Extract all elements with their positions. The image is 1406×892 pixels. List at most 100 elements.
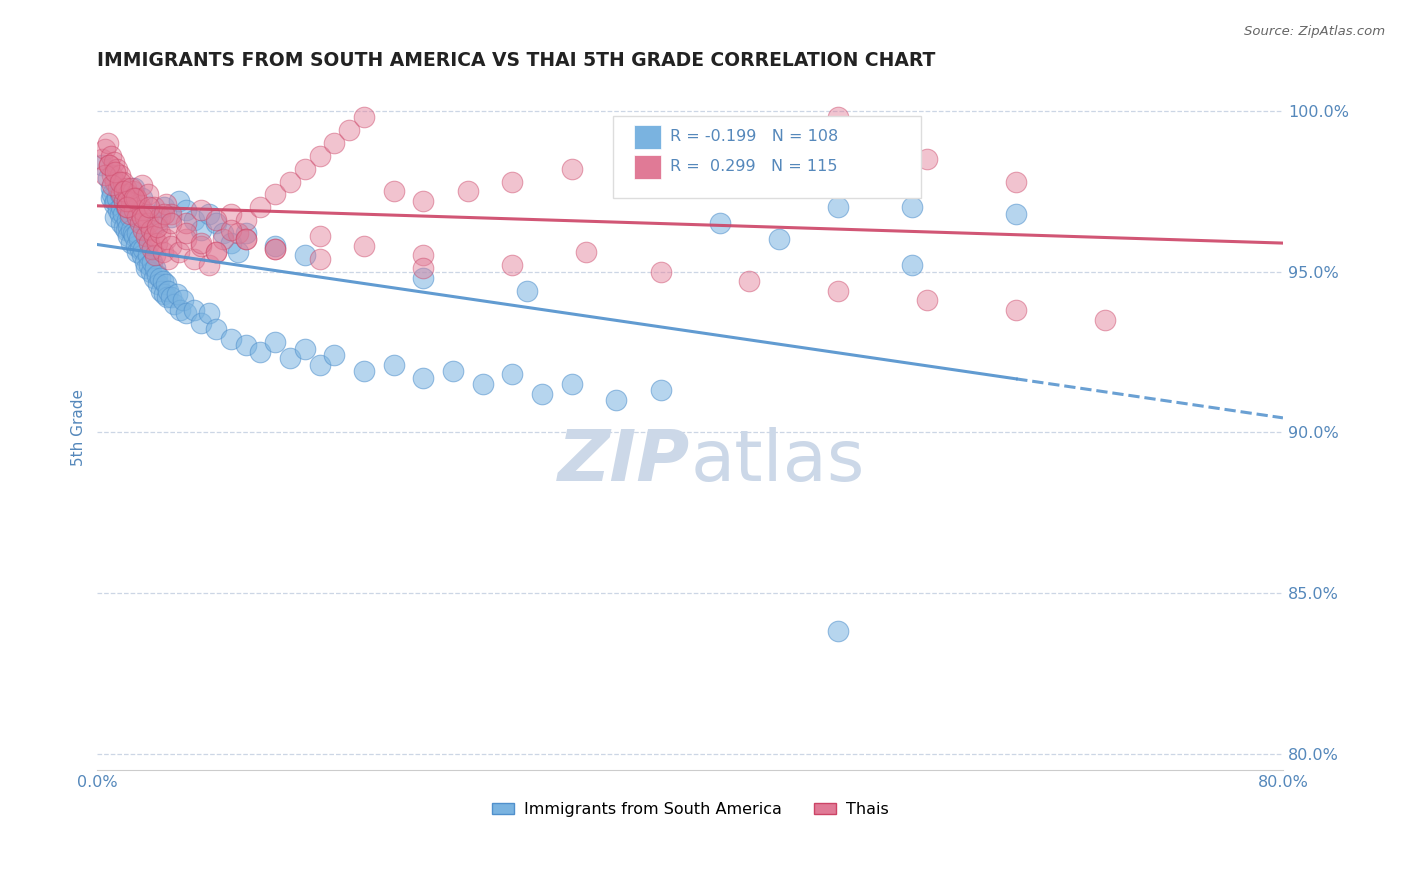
Point (679, 136, 702, 150)
Point (131, 248, 153, 262)
Point (108, 175, 131, 189)
Point (827, 624, 849, 639)
Point (108, 207, 131, 221)
Point (110, 200, 132, 214)
Point (620, 149, 643, 163)
Point (94, 168, 117, 182)
Point (323, 136, 346, 150)
Point (118, 207, 141, 221)
Point (134, 255, 156, 269)
Point (226, 245, 249, 260)
Point (110, 187, 132, 202)
Point (264, 242, 287, 256)
Point (136, 216, 159, 230)
Point (235, 213, 257, 227)
Point (101, 178, 124, 192)
Point (135, 261, 157, 276)
Point (174, 306, 197, 320)
Text: R =  0.299   N = 115: R = 0.299 N = 115 (671, 160, 838, 175)
Point (125, 191, 148, 205)
Point (754, 123, 776, 137)
Point (605, 393, 627, 408)
Point (112, 184, 135, 198)
Point (120, 194, 142, 208)
Point (143, 248, 166, 262)
Point (129, 216, 152, 230)
Point (114, 181, 136, 195)
Point (197, 306, 219, 320)
Point (172, 293, 194, 308)
Point (190, 223, 212, 237)
Point (183, 303, 205, 318)
Point (155, 277, 177, 292)
Point (101, 168, 124, 182)
Point (516, 284, 538, 298)
Point (131, 210, 153, 224)
Point (139, 223, 162, 237)
Text: Source: ZipAtlas.com: Source: ZipAtlas.com (1244, 25, 1385, 38)
Point (97, 136, 120, 150)
Point (738, 274, 761, 288)
Point (114, 223, 136, 237)
Point (131, 203, 153, 218)
Point (104, 165, 127, 179)
Point (412, 261, 434, 276)
Text: atlas: atlas (690, 427, 865, 496)
Point (145, 216, 167, 230)
Point (127, 210, 149, 224)
Point (127, 226, 149, 240)
Point (157, 284, 180, 298)
Point (174, 232, 197, 246)
Point (174, 226, 197, 240)
Point (163, 296, 186, 310)
Point (104, 210, 127, 224)
Point (149, 210, 172, 224)
Point (1005, 175, 1028, 189)
Point (190, 203, 212, 218)
Point (115, 200, 138, 214)
Point (107, 181, 129, 195)
Point (112, 194, 135, 208)
Point (101, 187, 124, 202)
Point (561, 161, 583, 176)
Point (145, 235, 167, 250)
Point (1005, 303, 1028, 318)
Point (153, 287, 176, 301)
Point (150, 284, 173, 298)
Point (205, 245, 228, 260)
Point (278, 351, 301, 366)
Point (90, 159, 112, 173)
Point (174, 203, 197, 218)
Point (152, 245, 174, 260)
Point (219, 223, 242, 237)
Point (104, 194, 127, 208)
Point (112, 219, 135, 234)
Point (249, 344, 271, 359)
Point (128, 197, 150, 211)
Point (174, 216, 197, 230)
Point (575, 245, 598, 260)
Point (190, 239, 212, 253)
Point (264, 242, 287, 256)
Text: IMMIGRANTS FROM SOUTH AMERICA VS THAI 5TH GRADE CORRELATION CHART: IMMIGRANTS FROM SOUTH AMERICA VS THAI 5T… (97, 51, 936, 70)
Point (197, 207, 219, 221)
Point (152, 274, 174, 288)
Point (155, 197, 177, 211)
Point (127, 245, 149, 260)
Point (105, 191, 128, 205)
Point (108, 184, 131, 198)
Point (141, 242, 163, 256)
Point (156, 290, 179, 304)
Point (146, 277, 169, 292)
Point (382, 184, 405, 198)
Point (249, 200, 271, 214)
Point (124, 191, 146, 205)
Point (197, 258, 219, 272)
Point (157, 252, 180, 266)
Point (235, 338, 257, 352)
Point (1094, 312, 1116, 326)
Point (136, 187, 159, 202)
Point (98, 159, 121, 173)
Point (412, 248, 434, 262)
FancyBboxPatch shape (634, 125, 661, 149)
